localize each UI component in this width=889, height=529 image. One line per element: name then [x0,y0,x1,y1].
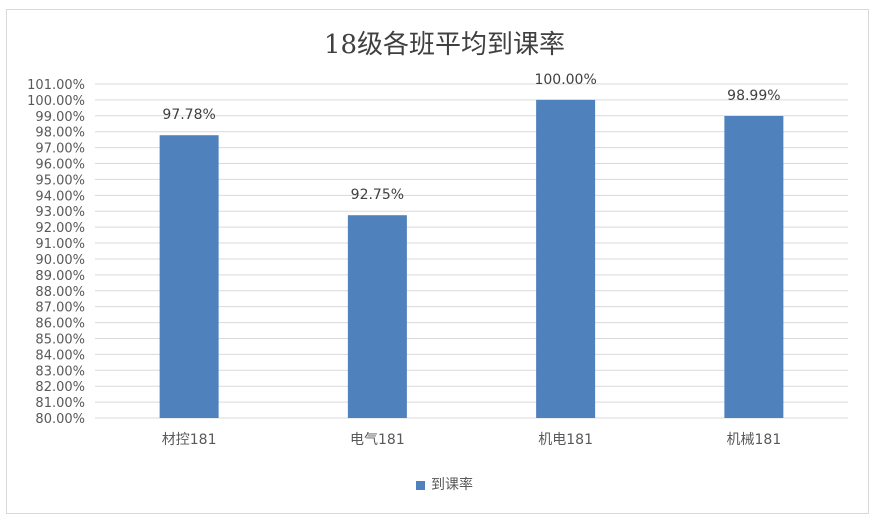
y-tick-label: 99.00% [35,110,85,125]
x-tick-label: 电气181 [350,432,405,448]
data-label: 98.99% [727,88,780,104]
y-tick-label: 98.00% [35,126,85,141]
y-tick-label: 101.00% [27,78,85,93]
y-tick-label: 87.00% [35,301,85,316]
y-tick-label: 83.00% [35,364,85,379]
y-tick-label: 82.00% [35,380,85,395]
y-tick-label: 97.00% [35,142,85,157]
y-tick-label: 91.00% [35,237,85,252]
y-tick-label: 93.00% [35,205,85,220]
y-tick-label: 89.00% [35,269,85,284]
legend-swatch [416,480,425,490]
chart-area [6,9,869,514]
y-tick-label: 92.00% [35,221,85,236]
y-tick-label: 94.00% [35,189,85,204]
data-label: 97.78% [162,107,215,123]
chart-title: 18级各班平均到课率 [323,30,566,60]
legend: 到课率 [0,474,889,494]
y-tick-label: 86.00% [35,317,85,332]
bar [536,99,596,419]
y-tick-label: 80.00% [35,412,85,427]
x-tick-label: 机械181 [727,432,782,448]
data-label: 100.00% [534,72,596,88]
y-tick-label: 88.00% [35,285,85,300]
y-tick-label: 100.00% [27,94,85,109]
y-tick-label: 95.00% [35,173,85,188]
y-tick-label: 84.00% [35,348,85,363]
y-tick-label: 90.00% [35,253,85,268]
bar [347,215,407,418]
x-tick-label: 材控181 [162,432,217,448]
x-tick-label: 机电181 [538,432,593,448]
bar [159,135,219,419]
data-label: 92.75% [351,187,404,203]
bar [724,115,784,419]
legend-label: 到课率 [431,477,473,493]
y-tick-label: 96.00% [35,158,85,173]
y-tick-label: 81.00% [35,396,85,411]
y-tick-label: 85.00% [35,332,85,347]
